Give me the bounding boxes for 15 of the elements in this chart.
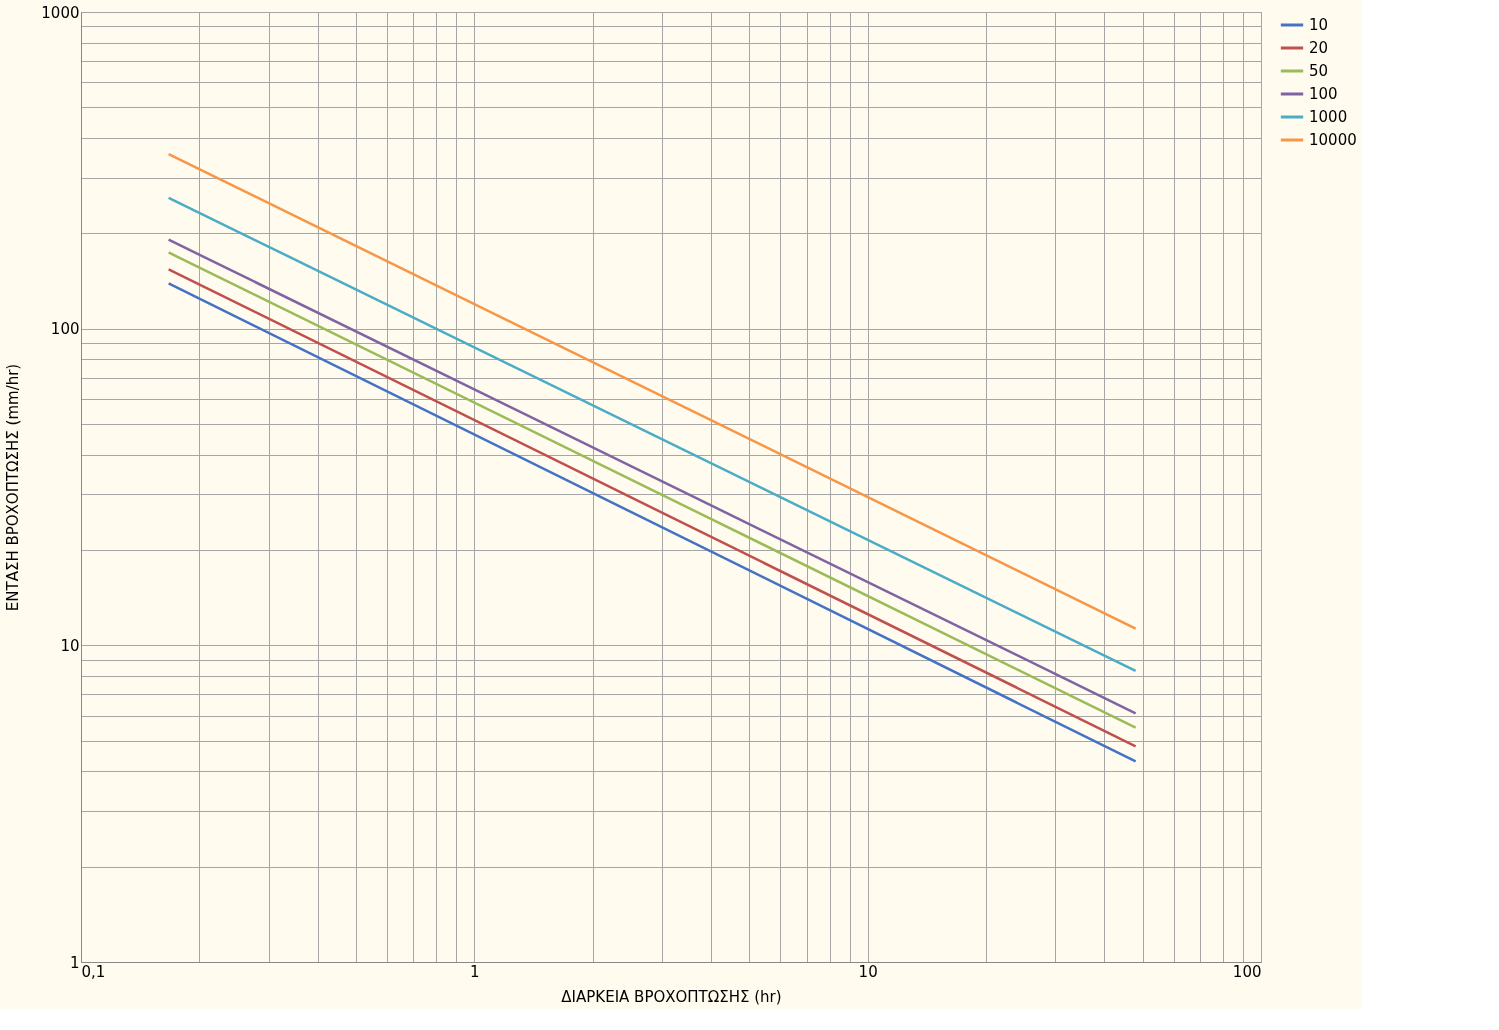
y-tick-label: 100 (50, 320, 80, 339)
y-axis-title: ΕΝΤΑΣΗ ΒΡΟΧΟΠΤΩΣΗΣ (mm/hr) (4, 363, 23, 612)
x-axis-title: ΔΙΑΡΚΕΙΑ ΒΡΟΧΟΠΤΩΣΗΣ (hr) (561, 987, 782, 1006)
legend-label: 50 (1309, 62, 1329, 80)
x-tick-label: 1 (470, 962, 480, 981)
x-tick-label: 100 (1232, 962, 1262, 981)
y-tick-label: 10 (60, 636, 80, 655)
y-tick-label: 1000 (41, 3, 80, 22)
legend-label: 10000 (1309, 131, 1357, 149)
legend-label: 20 (1309, 39, 1329, 57)
legend-label: 1000 (1309, 108, 1348, 126)
x-tick-label: 10 (858, 962, 878, 981)
legend-label: 10 (1309, 16, 1329, 34)
x-tick-label: 0,1 (81, 962, 106, 981)
legend-label: 100 (1309, 85, 1338, 103)
